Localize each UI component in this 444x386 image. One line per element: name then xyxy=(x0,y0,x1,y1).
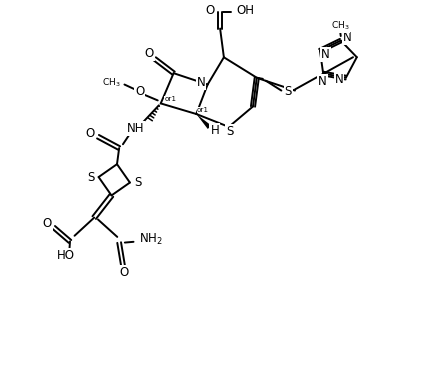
Text: S: S xyxy=(134,176,141,189)
Text: CH$_3$: CH$_3$ xyxy=(331,20,349,32)
Text: S: S xyxy=(87,171,95,184)
Text: S: S xyxy=(226,125,233,138)
Text: O: O xyxy=(42,217,52,230)
Text: O: O xyxy=(205,4,214,17)
Text: H: H xyxy=(210,124,219,137)
Text: N: N xyxy=(321,48,330,61)
Text: N: N xyxy=(318,74,327,88)
Text: N: N xyxy=(196,76,205,89)
Text: O: O xyxy=(86,127,95,140)
Text: O: O xyxy=(145,47,154,59)
Text: N: N xyxy=(335,73,344,86)
Text: or1: or1 xyxy=(164,96,176,102)
Text: or1: or1 xyxy=(197,107,209,113)
Text: S: S xyxy=(285,85,292,98)
Text: OH: OH xyxy=(236,4,254,17)
Text: CH$_3$: CH$_3$ xyxy=(102,76,121,89)
Text: O: O xyxy=(135,85,144,98)
Polygon shape xyxy=(196,114,211,129)
Text: NH$_2$: NH$_2$ xyxy=(139,232,163,247)
Text: NH: NH xyxy=(127,122,145,135)
Text: HO: HO xyxy=(57,249,75,262)
Text: O: O xyxy=(120,266,129,279)
Text: N: N xyxy=(343,31,352,44)
